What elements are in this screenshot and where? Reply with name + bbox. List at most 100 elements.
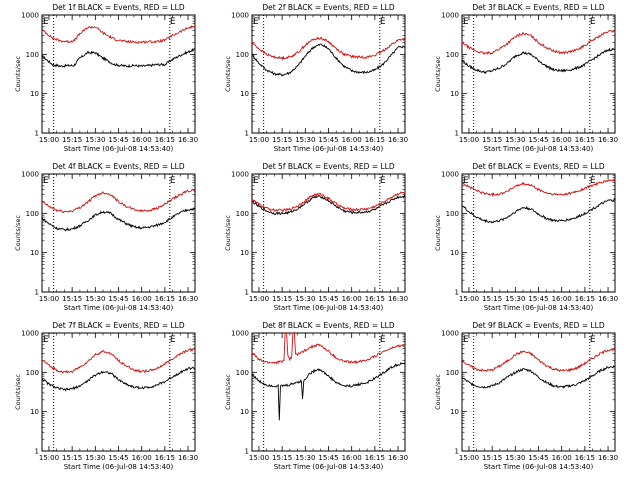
x-tick-label: 15:15 xyxy=(482,295,502,303)
x-axis-label: Start Time (06-Jul-08 14:53:40) xyxy=(484,463,594,471)
lld-series-line xyxy=(461,178,616,198)
chart-panel-5: Det 5f BLACK = Events, RED = LLD 1 10 100 10… xyxy=(224,162,408,312)
event-marker: E xyxy=(380,176,386,186)
x-tick-label: 16:15 xyxy=(365,454,385,462)
x-tick-label: 16:15 xyxy=(155,454,175,462)
chart-panel-4: Det 4f BLACK = Events, RED = LLD 1 10 100 10… xyxy=(14,162,198,312)
event-marker: E xyxy=(590,176,596,186)
chart-panel-8: Det 8f BLACK = Events, RED = LLD 1 10 100 10… xyxy=(224,321,408,471)
x-tick-label: 16:30 xyxy=(598,454,618,462)
x-tick-label: 16:15 xyxy=(365,136,385,144)
x-tick-label: 15:45 xyxy=(108,136,128,144)
chart-title: Det 7f BLACK = Events, RED = LLD xyxy=(52,321,185,330)
y-axis-label: Counts/sec xyxy=(14,56,22,92)
y-tick-label: 1 xyxy=(455,289,459,297)
event-marker: E xyxy=(463,176,469,186)
y-tick-label: 1 xyxy=(245,130,249,138)
x-tick-label: 15:15 xyxy=(62,136,82,144)
lld-series-line xyxy=(251,331,406,365)
x-tick-label: 15:30 xyxy=(85,136,105,144)
y-tick-label: 100 xyxy=(236,51,249,59)
y-tick-label: 10 xyxy=(240,408,249,416)
y-tick-label: 1000 xyxy=(231,12,249,20)
events-series-line xyxy=(251,43,406,77)
y-tick-label: 100 xyxy=(446,369,459,377)
x-tick-label: 15:00 xyxy=(459,295,479,303)
x-axis-label: Start Time (06-Jul-08 14:53:40) xyxy=(484,145,594,153)
x-tick-label: 15:00 xyxy=(459,136,479,144)
x-tick-label: 15:00 xyxy=(249,136,269,144)
event-marker: E xyxy=(170,176,176,186)
x-tick-label: 16:15 xyxy=(575,454,595,462)
event-marker: E xyxy=(380,17,386,27)
y-tick-label: 10 xyxy=(30,249,39,257)
y-tick-label: 1 xyxy=(455,448,459,456)
events-series-line xyxy=(461,365,616,389)
x-tick-label: 16:30 xyxy=(388,136,408,144)
chart-panel-6: Det 6f BLACK = Events, RED = LLD 1 10 100 10… xyxy=(434,162,618,312)
events-series-line xyxy=(461,47,616,75)
x-tick-label: 15:15 xyxy=(272,454,292,462)
lld-series-line xyxy=(251,191,406,213)
x-tick-label: 16:30 xyxy=(178,136,198,144)
events-series-line xyxy=(251,194,406,216)
event-marker: E xyxy=(170,17,176,27)
x-tick-label: 15:15 xyxy=(482,136,502,144)
chart-panel-7: Det 7f BLACK = Events, RED = LLD 1 10 100 10… xyxy=(14,321,198,471)
y-tick-label: 10 xyxy=(30,408,39,416)
x-tick-label: 15:00 xyxy=(249,454,269,462)
event-marker: E xyxy=(380,335,386,345)
chart-title: Det 5f BLACK = Events, RED = LLD xyxy=(262,162,395,171)
x-tick-label: 16:30 xyxy=(178,454,198,462)
x-tick-label: 15:30 xyxy=(295,295,315,303)
y-tick-label: 1 xyxy=(35,448,39,456)
x-axis-label: Start Time (06-Jul-08 14:53:40) xyxy=(484,304,594,312)
x-tick-label: 16:30 xyxy=(388,295,408,303)
x-tick-label: 16:30 xyxy=(178,295,198,303)
x-tick-label: 16:00 xyxy=(132,454,152,462)
events-series-line xyxy=(41,47,196,68)
x-tick-label: 16:00 xyxy=(552,295,572,303)
event-marker: E xyxy=(463,17,469,27)
x-tick-label: 16:30 xyxy=(598,295,618,303)
chart-title: Det 6f BLACK = Events, RED = LLD xyxy=(472,162,605,171)
plot-frame xyxy=(461,173,616,293)
lld-series-line xyxy=(41,188,196,214)
y-tick-label: 1 xyxy=(245,289,249,297)
y-tick-label: 1000 xyxy=(231,330,249,338)
x-tick-label: 15:00 xyxy=(249,295,269,303)
x-axis-label: Start Time (06-Jul-08 14:53:40) xyxy=(64,463,174,471)
x-tick-label: 15:45 xyxy=(528,136,548,144)
x-tick-label: 16:15 xyxy=(155,136,175,144)
y-tick-label: 10 xyxy=(450,408,459,416)
x-tick-label: 15:30 xyxy=(85,454,105,462)
plot-frame xyxy=(41,14,196,134)
chart-panel-3: Det 3f BLACK = Events, RED = LLD 1 10 100 10… xyxy=(434,3,618,153)
y-tick-label: 1000 xyxy=(21,171,39,179)
chart-title: Det 4f BLACK = Events, RED = LLD xyxy=(52,162,185,171)
x-tick-label: 15:30 xyxy=(85,295,105,303)
plot-frame xyxy=(251,173,406,293)
y-tick-label: 1000 xyxy=(441,330,459,338)
y-tick-label: 1 xyxy=(245,448,249,456)
plot-frame xyxy=(461,332,616,452)
plot-frame xyxy=(461,14,616,134)
chart-panel-2: Det 2f BLACK = Events, RED = LLD 1 10 100 10… xyxy=(224,3,408,153)
y-tick-label: 1000 xyxy=(231,171,249,179)
x-axis-label: Start Time (06-Jul-08 14:53:40) xyxy=(64,304,174,312)
y-tick-label: 100 xyxy=(26,210,39,218)
x-axis-label: Start Time (06-Jul-08 14:53:40) xyxy=(274,304,384,312)
event-marker: E xyxy=(463,335,469,345)
y-tick-label: 1 xyxy=(455,130,459,138)
x-tick-label: 16:00 xyxy=(342,454,362,462)
chart-panel-1: Det 1f BLACK = Events, RED = LLD 1 10 100 10… xyxy=(14,3,198,153)
y-axis-label: Counts/sec xyxy=(14,374,22,410)
event-marker: E xyxy=(43,335,49,345)
x-tick-label: 15:00 xyxy=(459,454,479,462)
x-tick-label: 15:45 xyxy=(318,136,338,144)
y-axis-label: Counts/sec xyxy=(224,56,232,92)
x-tick-label: 15:30 xyxy=(505,136,525,144)
y-tick-label: 100 xyxy=(236,369,249,377)
